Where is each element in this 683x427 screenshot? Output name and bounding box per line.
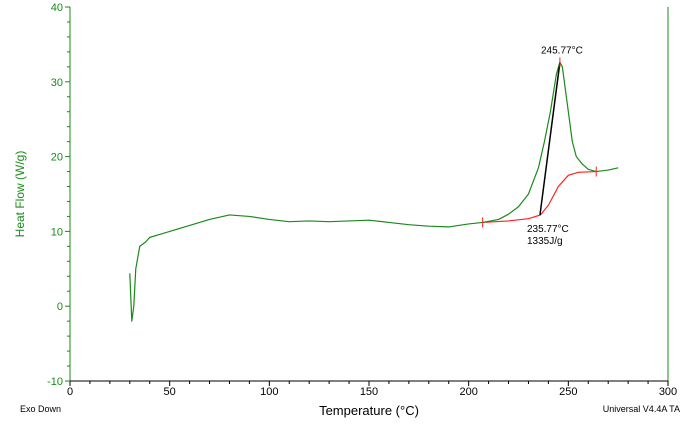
y-tick-label: 10	[51, 226, 63, 238]
y-tick-label: 30	[51, 77, 63, 89]
y-axis-label: Heat Flow (W/g)	[13, 151, 27, 238]
x-tick-label: 50	[164, 386, 176, 398]
y-tick-label: 20	[51, 152, 63, 164]
y-tick-label: -10	[47, 376, 63, 388]
x-tick-label: 200	[459, 386, 477, 398]
heat-flow-line	[129, 61, 619, 322]
footer-right: Universal V4.4A TA	[603, 404, 680, 414]
footer-left: Exo Down	[20, 404, 61, 414]
tangent-line	[539, 62, 561, 216]
annotation-label: 1335J/g	[527, 236, 563, 247]
x-tick-label: 100	[260, 386, 278, 398]
annotation-label: 245.77°C	[541, 45, 583, 56]
y-tick-label: 0	[57, 301, 63, 313]
x-tick-label: 300	[659, 386, 677, 398]
x-tick-label: 150	[360, 386, 378, 398]
x-tick-label: 0	[67, 386, 73, 398]
annotation-label: 235.77°C	[527, 224, 569, 235]
baseline-line	[482, 170, 597, 224]
y-tick-label: 40	[51, 2, 63, 14]
x-tick-label: 250	[559, 386, 577, 398]
x-axis-label: Temperature (°C)	[319, 403, 419, 418]
